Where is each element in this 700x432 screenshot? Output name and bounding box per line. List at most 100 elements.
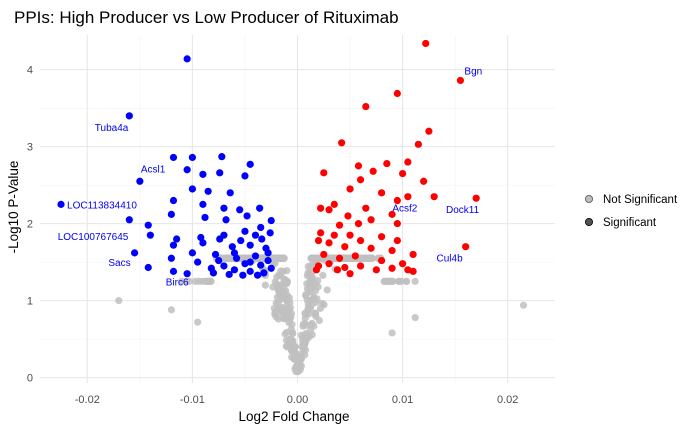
significant-down-point: [125, 216, 133, 224]
significant-down-point: [144, 263, 152, 272]
significant-up-point: [356, 176, 365, 184]
significant-down-point: [183, 270, 191, 278]
significant-up-point: [414, 140, 422, 148]
not-significant-point: [288, 336, 296, 344]
gene-label: Bgn: [464, 66, 482, 77]
significant-down-point: [225, 270, 233, 279]
significant-down-point: [246, 258, 254, 266]
not-significant-point: [283, 277, 291, 285]
significant-down-point: [167, 254, 175, 262]
significant-down-point: [220, 262, 228, 270]
significant-down-point: [125, 112, 133, 120]
significant-down-point: [251, 231, 260, 239]
not-significant-point: [313, 295, 321, 303]
not-significant-point: [194, 318, 202, 326]
not-significant-point: [276, 271, 285, 280]
significant-down-point: [173, 235, 181, 243]
significant-up-points: [312, 39, 480, 278]
significant-up-point: [369, 167, 377, 175]
not-significant-point: [283, 328, 291, 336]
not-significant-point: [296, 361, 304, 369]
not-significant-point: [283, 291, 291, 299]
significant-down-point: [169, 241, 178, 249]
significant-down-point: [215, 256, 223, 265]
not-significant-point: [302, 292, 310, 300]
significant-down-point: [246, 267, 254, 275]
not-significant-point: [167, 306, 175, 314]
significant-up-point: [333, 266, 342, 274]
not-significant-point: [519, 301, 528, 309]
not-significant-point: [185, 277, 193, 285]
y-tick-label: 3: [27, 142, 33, 154]
significant-down-point: [267, 216, 275, 225]
significant-down-point: [204, 187, 212, 195]
significant-down-point: [243, 212, 251, 220]
significant-down-point: [201, 213, 209, 222]
significant-up-point: [320, 250, 328, 259]
not-significant-point: [310, 254, 318, 262]
significant-down-point: [253, 271, 262, 279]
not-significant-point: [274, 298, 282, 307]
significant-up-point: [314, 236, 323, 245]
not-significant-point: [195, 277, 203, 285]
significant-down-point: [183, 166, 191, 174]
x-tick-labels: -0.02 -0.01 0.00 0.01 0.02: [75, 394, 519, 406]
significant-down-point: [197, 233, 205, 242]
significant-down-point: [237, 236, 245, 245]
significant-up-point: [325, 206, 333, 214]
not-significant-point: [290, 350, 299, 358]
not-significant-point: [304, 300, 312, 308]
significant-down-point: [246, 241, 254, 249]
significant-down-point: [257, 261, 265, 269]
significant-down-point: [264, 249, 272, 257]
not-significant-point: [115, 297, 123, 305]
significant-down-point: [256, 204, 264, 212]
x-tick-label: 0.01: [392, 394, 413, 406]
significant-down-point: [241, 227, 249, 235]
significant-up-point: [409, 250, 417, 259]
not-significant-points: [115, 254, 528, 376]
significant-down-point: [230, 249, 239, 257]
not-significant-point: [261, 281, 269, 289]
not-significant-point: [301, 332, 309, 340]
y-tick-label: 2: [27, 219, 33, 231]
not-significant-point: [271, 278, 279, 286]
y-tick-label: 4: [27, 65, 33, 77]
significant-up-point: [362, 204, 370, 212]
significant-up-point: [351, 252, 359, 260]
not-significant-point: [380, 277, 388, 285]
not-significant-point: [223, 254, 231, 262]
significant-down-point: [228, 243, 236, 251]
not-significant-point: [283, 313, 291, 321]
not-significant-point: [283, 343, 291, 351]
significant-up-point: [312, 266, 321, 274]
not-significant-point: [411, 277, 419, 285]
significant-up-point: [330, 200, 338, 208]
gene-label: Cul4b: [437, 254, 464, 265]
significant-up-point: [409, 267, 417, 275]
significant-down-point: [236, 206, 244, 214]
significant-up-point: [399, 260, 407, 268]
significant-down-point: [146, 231, 154, 239]
not-significant-point: [301, 310, 310, 318]
significant-down-point: [230, 266, 239, 274]
significant-down-points: [57, 55, 275, 279]
not-significant-point: [411, 313, 419, 322]
significant-up-point: [425, 127, 433, 135]
not-significant-point: [343, 254, 351, 262]
significant-down-point: [246, 160, 254, 168]
significant-down-point: [144, 221, 152, 229]
significant-down-point: [264, 256, 272, 265]
not-significant-point: [365, 254, 373, 262]
significant-up-point: [420, 177, 428, 185]
not-significant-point: [257, 254, 265, 262]
significant-up-point: [356, 236, 365, 245]
significant-up-point: [325, 239, 333, 247]
gene-label: Sacs: [108, 258, 130, 269]
gene-label: Dock11: [446, 205, 480, 216]
significant-down-point: [57, 200, 65, 208]
x-tick-label: 0.02: [497, 394, 518, 406]
significant-down-point: [199, 239, 207, 247]
not-significant-point: [283, 267, 291, 275]
